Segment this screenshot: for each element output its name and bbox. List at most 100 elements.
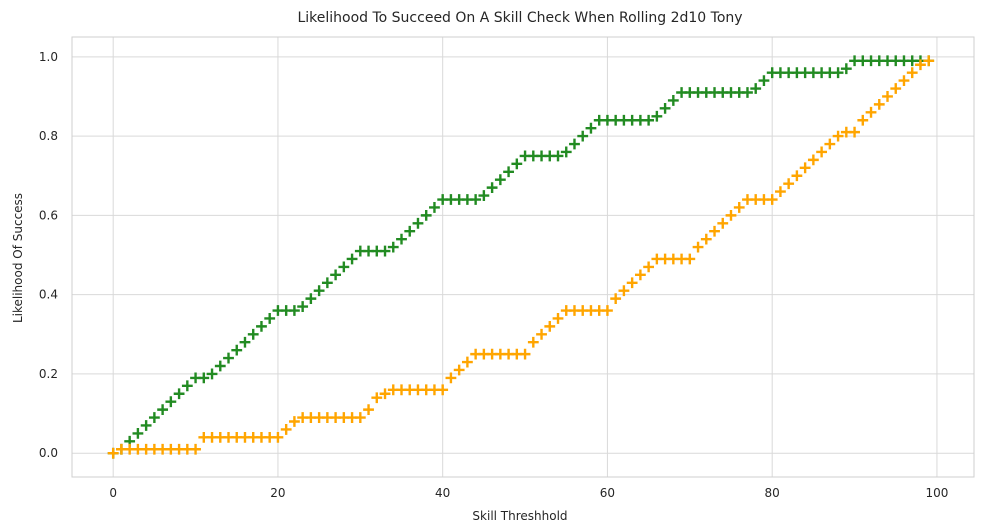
data-point [239, 431, 251, 443]
data-point [420, 384, 432, 396]
data-point [618, 285, 630, 297]
data-point [429, 384, 440, 396]
data-point [634, 269, 646, 281]
data-point [849, 55, 860, 67]
data-point [404, 384, 416, 396]
data-point [503, 348, 514, 360]
data-point [412, 384, 424, 396]
data-point [140, 443, 152, 455]
data-point [602, 114, 613, 126]
data-point [536, 150, 547, 162]
plot-frame [71, 36, 975, 478]
data-point [857, 114, 869, 126]
data-point [816, 67, 828, 79]
data-point [659, 102, 671, 114]
data-point [461, 194, 473, 205]
data-point [552, 150, 564, 162]
data-point [363, 245, 374, 257]
y-tick-label: 0.6 [39, 208, 58, 222]
data-point [165, 396, 177, 408]
tick-labels: 0 20 40 60 80 100 0.0 0.2 0.4 0.6 0.8 1.0 [39, 50, 948, 500]
series-1 [107, 55, 935, 459]
data-point [305, 412, 317, 423]
data-point [832, 67, 844, 79]
data-point [865, 106, 877, 118]
y-tick-label: 1.0 [39, 50, 58, 64]
data-point [585, 122, 597, 134]
data-point [569, 138, 580, 150]
data-point [667, 95, 679, 106]
data-point [890, 55, 902, 67]
data-point [429, 202, 440, 213]
data-point [569, 305, 580, 316]
data-point [544, 150, 556, 162]
data-point [766, 194, 778, 205]
data-point [354, 245, 366, 257]
data-point [437, 384, 449, 396]
data-point [478, 348, 490, 360]
data-point [898, 75, 910, 87]
data-point [247, 328, 259, 340]
data-point [494, 174, 506, 186]
data-point [873, 98, 885, 110]
data-point [684, 253, 696, 265]
data-point [379, 245, 391, 257]
data-point [667, 253, 679, 265]
data-point [659, 253, 671, 265]
data-point [330, 269, 341, 281]
data-point [775, 67, 786, 79]
data-point [799, 162, 811, 174]
data-point [651, 110, 663, 122]
y-tick-label: 0.0 [39, 446, 58, 460]
y-axis-label: Likelihood Of Success [11, 193, 25, 323]
y-tick-label: 0.8 [39, 129, 58, 143]
data-point [214, 431, 226, 443]
data-point [132, 427, 144, 439]
data-point [626, 114, 638, 126]
data-point [470, 194, 482, 205]
data-point [478, 190, 490, 201]
x-tick-label: 60 [600, 486, 615, 500]
data-point [882, 55, 893, 67]
data-point [873, 55, 885, 67]
data-point [157, 404, 169, 416]
data-point [338, 261, 350, 273]
data-point [733, 202, 745, 213]
data-point [840, 63, 852, 75]
data-point [272, 305, 284, 316]
data-point [766, 67, 778, 79]
data-point [116, 443, 127, 455]
data-point [313, 285, 325, 297]
data-point [634, 114, 646, 126]
data-point [758, 75, 770, 87]
data-point [330, 412, 341, 423]
grid [72, 37, 974, 477]
data-point [511, 348, 523, 360]
data-point [725, 87, 737, 98]
data-point [313, 412, 325, 423]
data-point [239, 336, 251, 348]
data-point [404, 225, 416, 237]
y-tick-label: 0.2 [39, 367, 58, 381]
data-point [791, 67, 803, 79]
data-point [585, 305, 597, 316]
data-point [346, 253, 358, 265]
data-point [305, 293, 317, 305]
data-point [132, 443, 144, 455]
data-point [742, 194, 753, 205]
data-point [700, 233, 712, 245]
data-point [321, 412, 333, 423]
data-point [593, 114, 605, 126]
data-point [610, 293, 622, 305]
data-point [519, 150, 531, 162]
data-point [140, 420, 152, 431]
data-point [882, 91, 893, 102]
data-point [412, 217, 424, 229]
data-point [906, 55, 918, 67]
data-point [775, 186, 786, 197]
data-point [783, 178, 795, 190]
data-point [289, 305, 300, 316]
data-point [486, 348, 498, 360]
data-point [198, 372, 210, 384]
data-point [791, 170, 803, 182]
